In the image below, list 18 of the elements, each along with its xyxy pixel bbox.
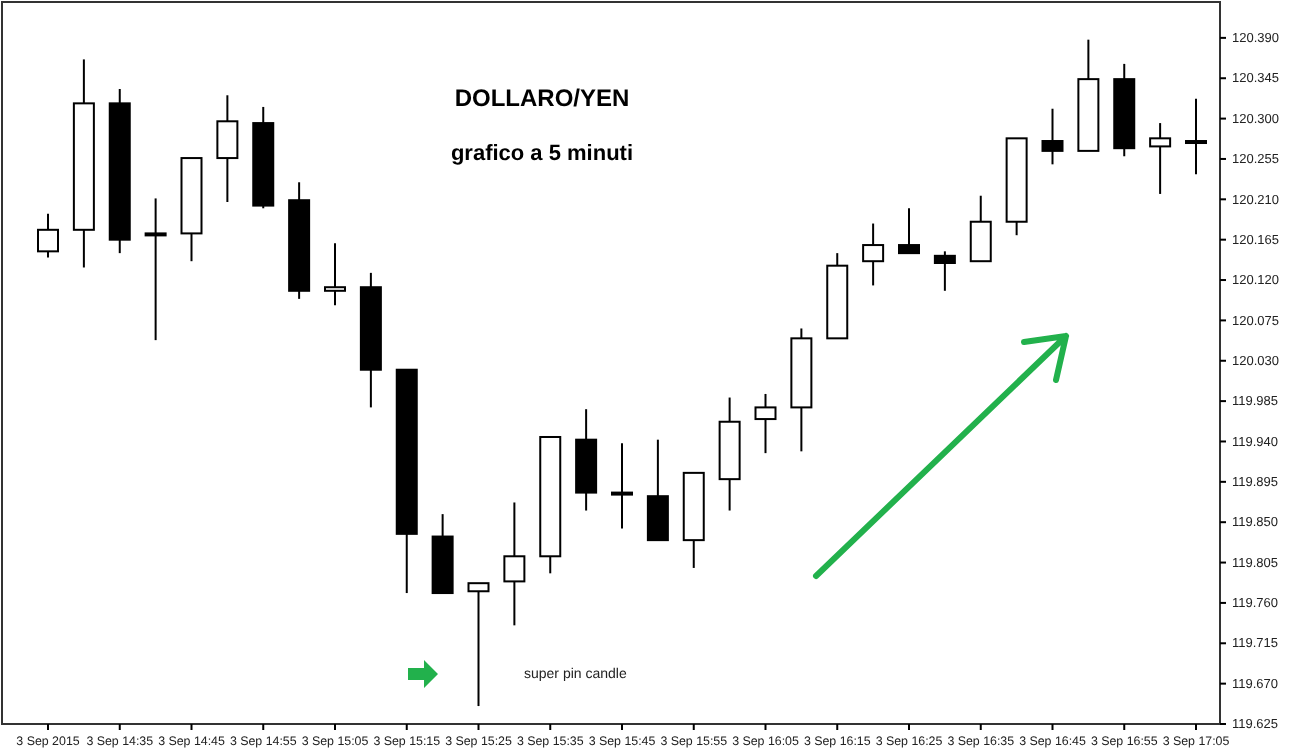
text: grafico a 5 minuti — [450, 142, 634, 166]
candlestick — [37, 212, 59, 259]
candlestick — [933, 250, 956, 292]
candlestick — [611, 442, 633, 530]
text: DOLLARO/YEN — [454, 84, 630, 112]
candlestick — [754, 392, 777, 455]
candlestick — [467, 582, 490, 708]
candlestick — [898, 207, 920, 255]
candlestick — [324, 242, 346, 307]
candlestick — [216, 94, 239, 204]
candlestick — [1041, 107, 1064, 166]
candlestick — [144, 197, 167, 342]
candlestick — [862, 222, 885, 287]
candlestick — [503, 501, 526, 627]
candlestick — [1149, 122, 1172, 195]
candlestick — [969, 194, 992, 263]
candlestick — [1185, 97, 1207, 176]
candlestick — [646, 438, 669, 542]
